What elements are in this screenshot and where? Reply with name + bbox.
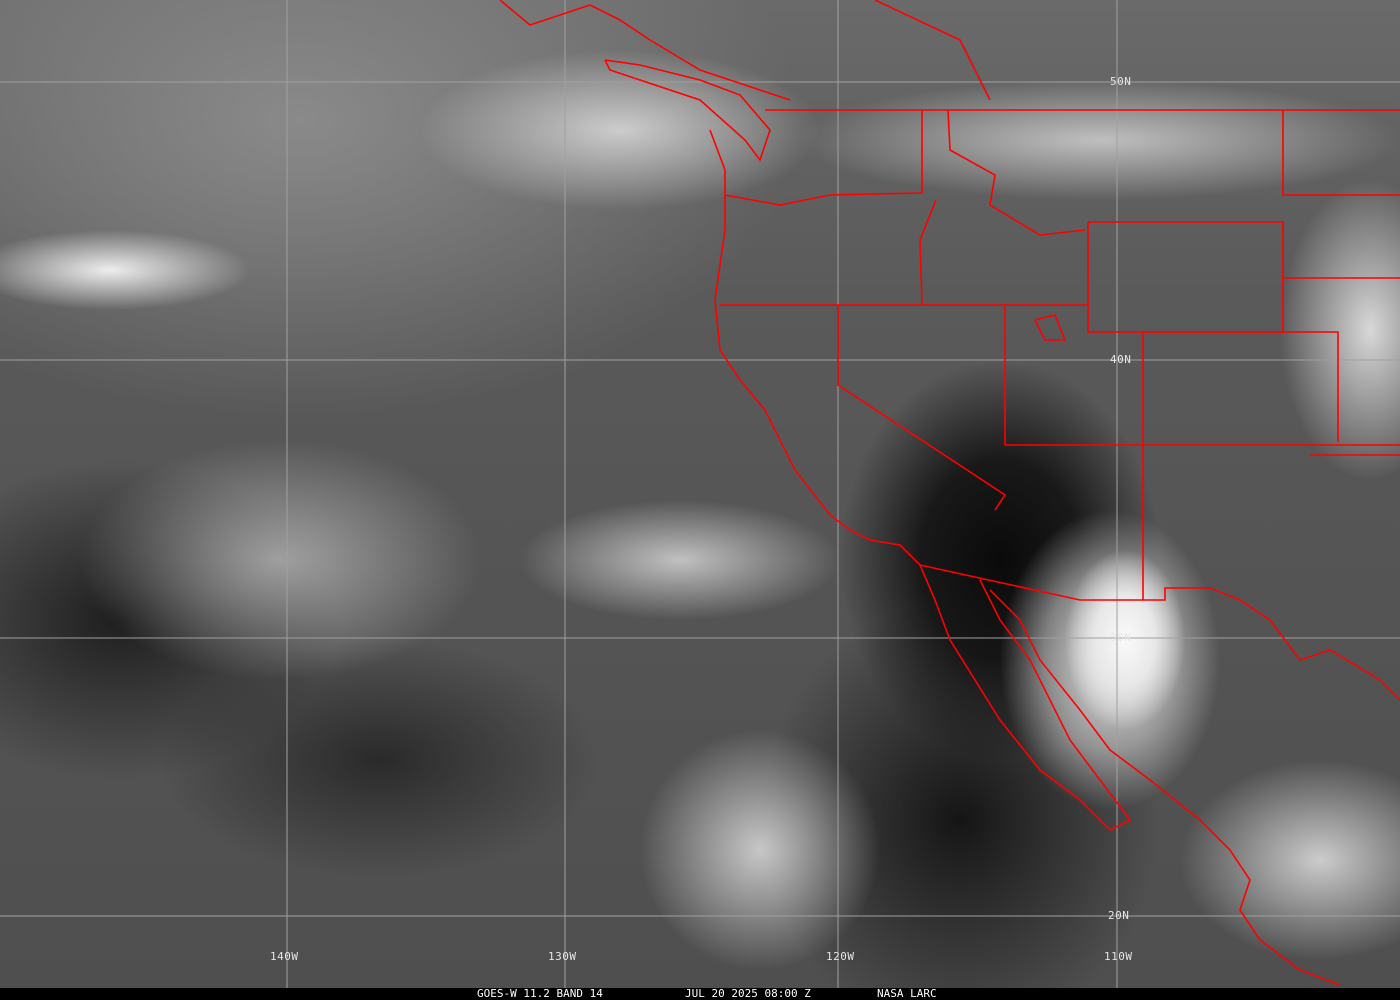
- latitude-label-30n: 30N: [1110, 631, 1132, 644]
- caption-source: NASA LARC: [877, 987, 937, 1000]
- longitude-label-130w: 130W: [548, 950, 577, 963]
- longitude-label-120w: 120W: [826, 950, 855, 963]
- latitude-label-40n: 40N: [1110, 353, 1132, 366]
- washington-oregon: [724, 110, 923, 206]
- canada-provinces: [874, 0, 991, 101]
- california-nevada: [837, 305, 1007, 511]
- longitude-label-110w: 110W: [1104, 950, 1133, 963]
- baja-california: [919, 564, 1132, 831]
- caption-satellite: GOES-W 11.2 BAND 14: [477, 987, 603, 1000]
- us-west-coast: [709, 129, 921, 566]
- caption-datetime: JUL 20 2025 08:00 Z: [685, 987, 811, 1000]
- caption-bar: GOES-W 11.2 BAND 14 JUL 20 2025 08:00 Z …: [0, 988, 1400, 1000]
- vancouver-island: [604, 59, 771, 162]
- latitude-label-50n: 50N: [1110, 75, 1132, 88]
- great-salt-lake: [1034, 314, 1067, 341]
- idaho-border: [947, 109, 1086, 236]
- colorado-border: [1143, 331, 1339, 442]
- mexico-mainland-coast: [989, 589, 1341, 986]
- political-borders: [499, 0, 1400, 986]
- oregon-idaho: [919, 199, 937, 306]
- longitude-label-140w: 140W: [270, 950, 299, 963]
- us-mexico-border: [919, 564, 1400, 701]
- montana-east: [1282, 110, 1400, 196]
- latitude-label-20n: 20N: [1108, 909, 1130, 922]
- bc-coast: [499, 0, 791, 101]
